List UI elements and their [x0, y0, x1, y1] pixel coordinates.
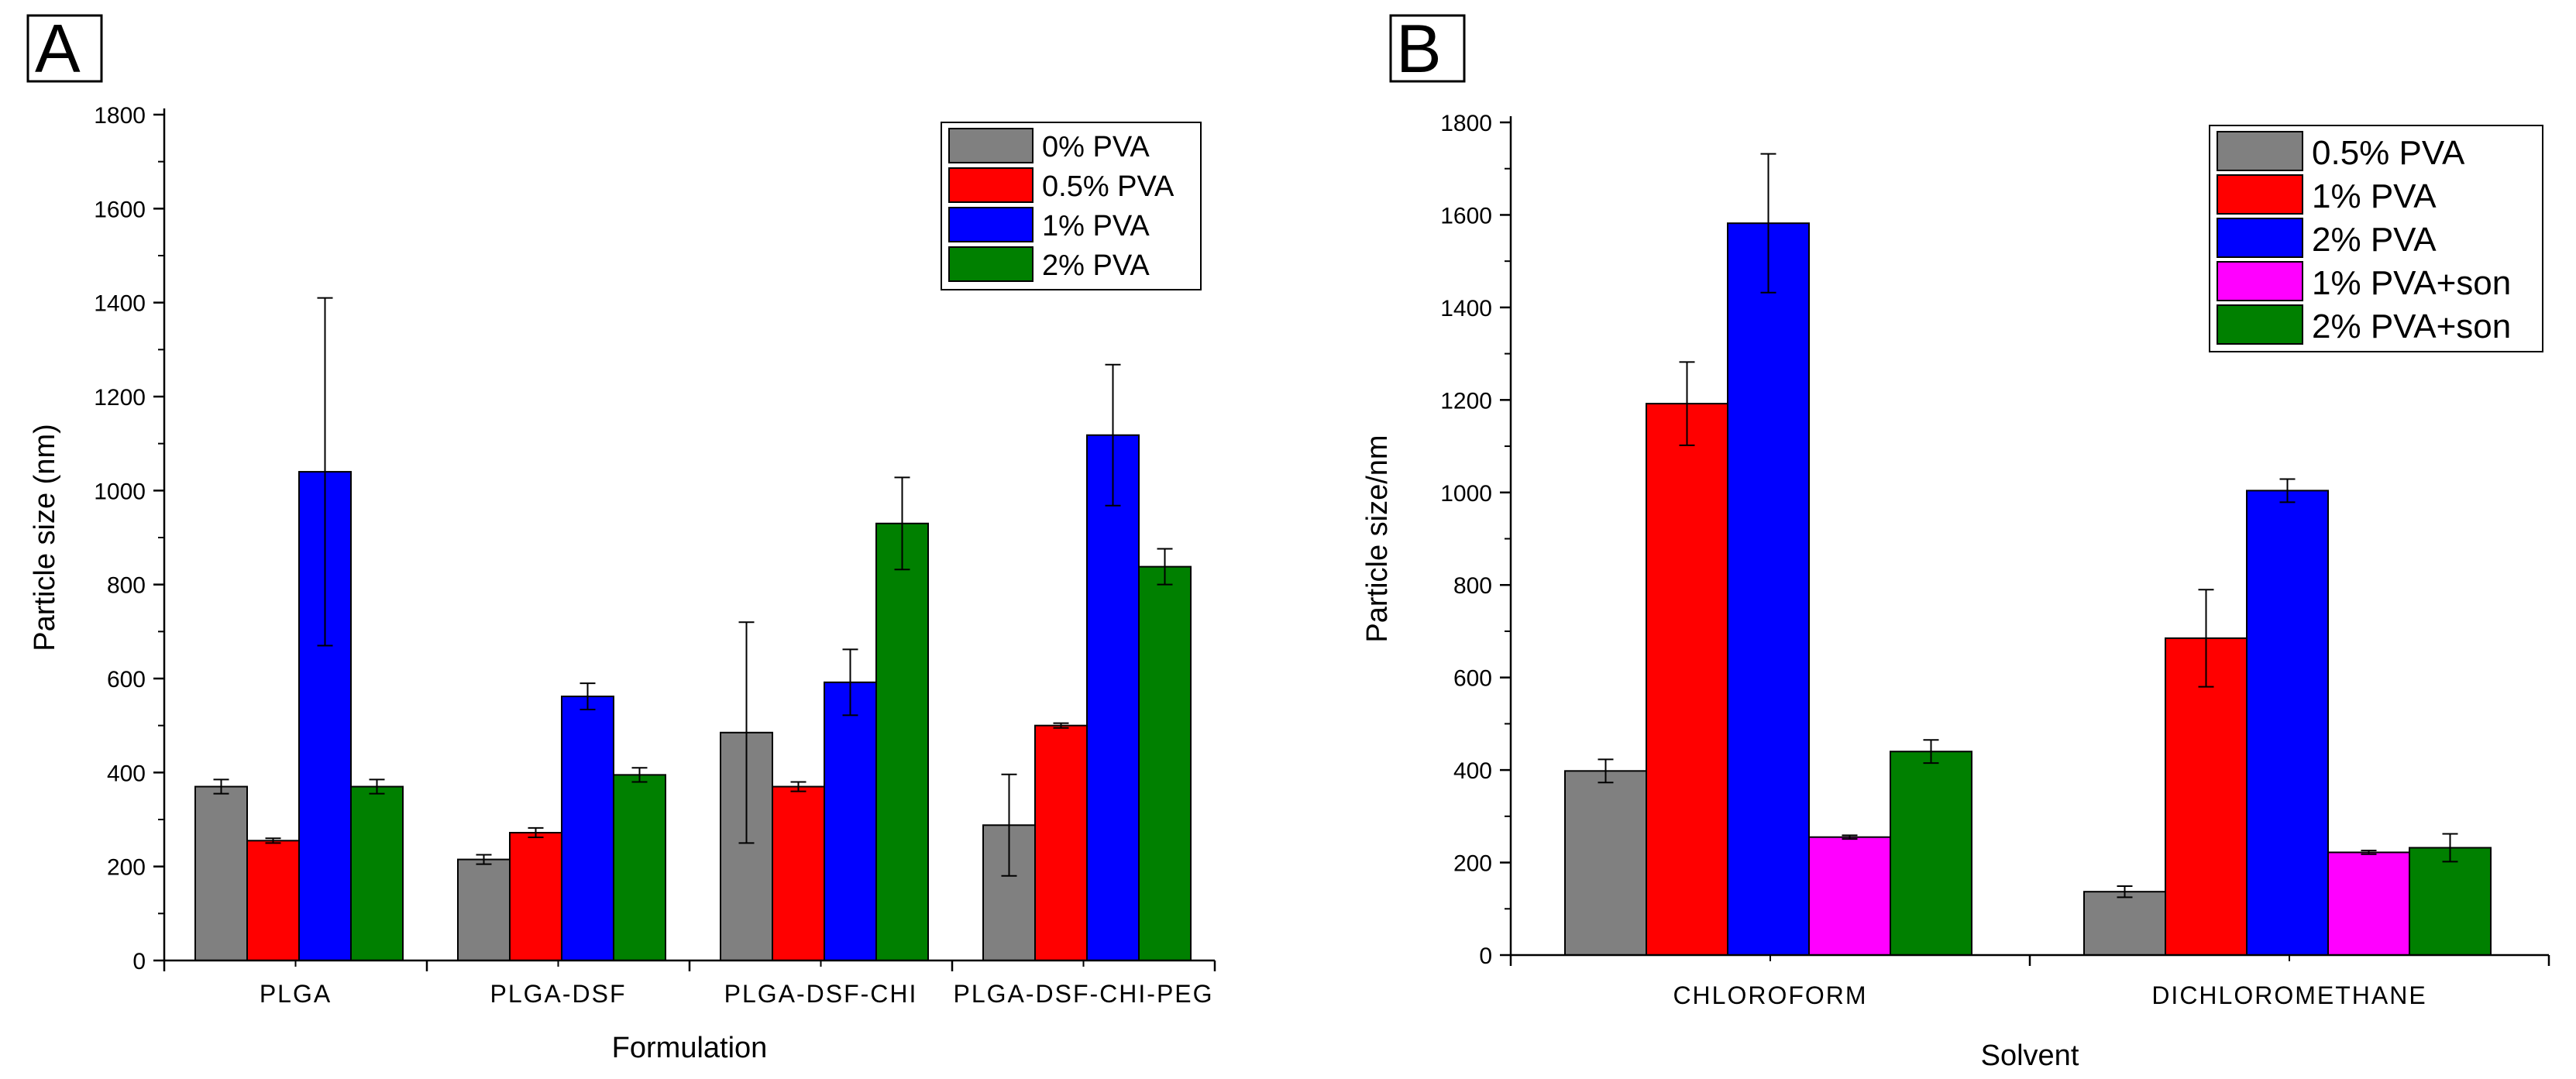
- bar-a-0-0: [194, 785, 248, 961]
- y-tick-label-b-0: 0: [1479, 943, 1492, 969]
- y-axis-title-a: Particle size (nm): [29, 424, 61, 651]
- bar-a-1-0: [246, 840, 300, 962]
- bar-a-1-1: [509, 831, 562, 962]
- bar-b-3-0: [1808, 836, 1891, 957]
- legend-swatch-a-0: [948, 128, 1033, 163]
- legend-swatch-a-1: [948, 167, 1033, 203]
- category-label-b-1: DICHLOROMETHANE: [2151, 981, 2426, 1009]
- legend-swatch-b-2: [2217, 218, 2303, 258]
- panel-label-box: [1389, 14, 1466, 83]
- bar-b-2-0: [1727, 222, 1810, 956]
- bar-b-2-1: [2246, 490, 2329, 956]
- y-tick-label-b-4: 800: [1453, 573, 1492, 599]
- bar-a-3-3: [1138, 565, 1192, 961]
- y-tick-label-a-0: 0: [132, 949, 146, 974]
- y-tick-label-a-6: 1200: [94, 385, 146, 411]
- y-tick-label-a-2: 400: [107, 761, 146, 786]
- legend-swatch-a-2: [948, 207, 1033, 242]
- y-tick-label-b-3: 600: [1453, 666, 1492, 692]
- legend-swatch-b-4: [2217, 304, 2303, 345]
- bar-b-0-0: [1564, 770, 1647, 956]
- y-tick-label-a-1: 200: [107, 855, 146, 881]
- bar-a-1-3: [1034, 724, 1088, 962]
- panel-label-box: [26, 14, 103, 83]
- bar-b-1-1: [2165, 637, 2248, 956]
- bar-a-3-1: [613, 774, 666, 961]
- legend-label-b-2: 2% PVA: [2312, 221, 2437, 259]
- legend-label-b-1: 1% PVA: [2312, 177, 2437, 215]
- legend-swatch-b-1: [2217, 174, 2303, 215]
- bar-b-4-0: [1890, 751, 1972, 956]
- y-tick-label-a-8: 1600: [94, 197, 146, 222]
- bar-b-0-1: [2083, 891, 2166, 956]
- y-tick-label-a-5: 1000: [94, 479, 146, 504]
- panel-label: A: [35, 10, 81, 87]
- bar-b-4-1: [2409, 847, 2492, 957]
- legend-label-a-2: 1% PVA: [1042, 210, 1150, 242]
- panel-b-chart: B 0 200 400 600 800 1000 1200 1400 1600 1800 CHLORO…: [1361, 10, 2550, 1072]
- legend-label-b-3: 1% PVA+son: [2312, 264, 2511, 302]
- legend-swatch-b-0: [2217, 131, 2303, 171]
- bar-a-2-2: [824, 681, 877, 961]
- legend-label-a-3: 2% PVA: [1042, 249, 1150, 282]
- y-tick-label-b-9: 1800: [1440, 111, 1492, 136]
- category-label-b-0: CHLOROFORM: [1673, 981, 1867, 1009]
- y-tick-label-b-6: 1200: [1440, 388, 1492, 414]
- y-tick-label-b-5: 1000: [1440, 481, 1492, 507]
- y-tick-label-b-1: 200: [1453, 851, 1492, 877]
- y-tick-label-a-4: 800: [107, 573, 146, 599]
- bar-b-3-1: [2327, 851, 2410, 956]
- category-label-a-0: PLGA: [260, 980, 332, 1008]
- legend-swatch-b-3: [2217, 261, 2303, 301]
- y-tick-label-b-7: 1400: [1440, 296, 1492, 321]
- y-tick-label-a-7: 1400: [94, 291, 146, 317]
- bar-a-3-0: [350, 785, 404, 961]
- y-tick-label-b-8: 1600: [1440, 203, 1492, 229]
- legend-label-b-0: 0.5% PVA: [2312, 134, 2465, 172]
- bar-a-2-3: [1086, 434, 1140, 961]
- category-label-a-1: PLGA-DSF: [490, 980, 626, 1008]
- x-axis-title-a: Formulation: [612, 1032, 768, 1064]
- bar-a-1-2: [772, 785, 825, 961]
- legend-swatch-a-3: [948, 246, 1033, 282]
- bar-a-0-1: [457, 858, 511, 961]
- category-label-a-3: PLGA-DSF-CHI-PEG: [953, 980, 1213, 1008]
- legend-label-a-1: 0.5% PVA: [1042, 170, 1175, 203]
- y-axis-title-b: Particle size/nm: [1361, 435, 1394, 642]
- panel-a-chart: A 0 200 400 600 800 1000 1200 1400 1600 1800 PLGA PL…: [26, 10, 1216, 1064]
- bar-a-2-1: [561, 696, 614, 961]
- y-tick-label-a-9: 1800: [94, 103, 146, 129]
- y-tick-label-b-2: 400: [1453, 758, 1492, 784]
- legend-label-b-4: 2% PVA+son: [2312, 308, 2511, 345]
- bar-b-1-0: [1646, 403, 1728, 956]
- panel-label: B: [1396, 10, 1442, 87]
- bar-a-3-2: [875, 522, 929, 961]
- legend-label-a-0: 0% PVA: [1042, 131, 1150, 163]
- category-label-a-2: PLGA-DSF-CHI: [724, 980, 918, 1008]
- x-axis-title-b: Solvent: [1981, 1039, 2079, 1072]
- y-tick-label-a-3: 600: [107, 667, 146, 692]
